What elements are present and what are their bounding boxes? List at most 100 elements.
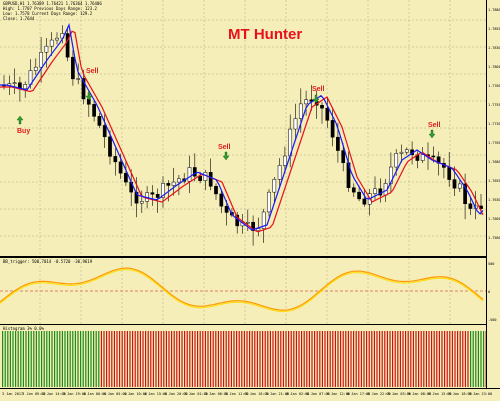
price-tick-label: 1.7630: [488, 198, 500, 202]
price-tick-label: 1.7655: [488, 179, 500, 183]
histogram-bar: [343, 331, 344, 387]
price-chart-pane[interactable]: GBPUSD,H1 1.76389 1.76421 1.76364 1.7640…: [0, 0, 486, 257]
histogram-bar: [418, 331, 419, 387]
histogram-bar: [241, 331, 242, 387]
histogram-bar: [202, 331, 203, 387]
candle-body: [421, 155, 424, 161]
histogram-bar: [340, 331, 341, 387]
histogram-bar: [64, 331, 65, 387]
histogram-bar: [98, 331, 99, 387]
histogram-bar: [249, 331, 250, 387]
histogram-bar: [363, 331, 364, 387]
histogram-bar: [171, 331, 172, 387]
histogram-bar: [366, 331, 367, 387]
histogram-bar: [379, 331, 380, 387]
candle-body: [305, 100, 308, 104]
histogram-bar: [44, 331, 45, 387]
candle-body: [204, 172, 207, 180]
histogram-bar: [410, 331, 411, 387]
histogram-bar: [454, 331, 455, 387]
histogram-bar: [210, 331, 211, 387]
histogram-bar: [158, 331, 159, 387]
candle-body: [177, 179, 180, 182]
candle-body: [257, 229, 260, 231]
histogram-bar: [129, 331, 130, 387]
candle-body: [373, 189, 376, 194]
histogram-bar: [345, 331, 346, 387]
histogram-bar: [25, 331, 26, 387]
price-tick-label: 1.7680: [488, 160, 500, 164]
buy-signal-label: Buy: [17, 128, 30, 135]
price-tick-label: 1.7805: [488, 65, 500, 69]
candle-body: [77, 78, 80, 79]
time-tick-label: 9 Jan 23:00: [469, 392, 492, 396]
histogram-bar: [106, 331, 107, 387]
histogram-bar: [207, 331, 208, 387]
histogram-bar: [392, 331, 393, 387]
histogram-bar: [194, 331, 195, 387]
histogram-bar: [36, 331, 37, 387]
histogram-bar: [384, 331, 385, 387]
histogram-bar: [441, 331, 442, 387]
histogram-bar: [67, 331, 68, 387]
histogram-bar: [475, 331, 476, 387]
histogram-bar: [462, 331, 463, 387]
histogram-bar: [467, 331, 468, 387]
histogram-bar: [231, 331, 232, 387]
price-tick-label: 1.7730: [488, 122, 500, 126]
histogram-bar: [285, 331, 286, 387]
histogram-bar: [51, 331, 52, 387]
histogram-bar: [179, 331, 180, 387]
histogram-bar: [137, 331, 138, 387]
histogram-bar: [109, 331, 110, 387]
candle-body: [395, 153, 398, 167]
histogram-bar: [83, 331, 84, 387]
histogram-bar: [153, 331, 154, 387]
histogram-bar: [41, 331, 42, 387]
histogram-bar: [293, 331, 294, 387]
histogram-bar: [335, 331, 336, 387]
histogram-chart[interactable]: [0, 325, 486, 389]
histogram-bar: [283, 331, 284, 387]
histogram-bar: [402, 331, 403, 387]
histogram-bar: [426, 331, 427, 387]
candle-body: [151, 193, 154, 195]
histogram-bar: [228, 331, 229, 387]
histogram-bar: [439, 331, 440, 387]
candle-body: [199, 176, 202, 181]
histogram-bar: [176, 331, 177, 387]
oscillator-chart[interactable]: [0, 258, 486, 324]
histogram-bar: [259, 331, 260, 387]
histogram-bar: [59, 331, 60, 387]
candle-body: [336, 137, 339, 150]
candle-body: [458, 184, 461, 188]
price-tick-label: 1.7830: [488, 46, 500, 50]
histogram-bar: [452, 331, 453, 387]
histogram-bar: [353, 331, 354, 387]
osc-tick-label: -500: [488, 318, 496, 322]
histogram-bar: [324, 331, 325, 387]
histogram-bar: [473, 331, 474, 387]
histogram-bar: [275, 331, 276, 387]
histogram-label: Histogram 3% 0.0%: [3, 326, 44, 331]
histogram-bar: [327, 331, 328, 387]
sell-signal-label: Sell: [428, 122, 440, 129]
candle-body: [283, 156, 286, 165]
candle-body: [278, 165, 281, 179]
histogram-bar: [7, 331, 8, 387]
histogram-bar: [449, 331, 450, 387]
histogram-bar: [148, 331, 149, 387]
oscillator-pane[interactable]: BB_trigger: 500.7014 -0.5720 -30.9619: [0, 257, 486, 325]
histogram-bar: [205, 331, 206, 387]
histogram-bar: [132, 331, 133, 387]
histogram-bar: [254, 331, 255, 387]
candle-body: [93, 104, 96, 116]
histogram-bar: [31, 331, 32, 387]
histogram-pane[interactable]: Histogram 3% 0.0%: [0, 324, 486, 390]
price-tick-label: 1.7605: [488, 217, 500, 221]
histogram-bar: [478, 331, 479, 387]
histogram-bar: [57, 331, 58, 387]
candle-body: [119, 162, 122, 173]
